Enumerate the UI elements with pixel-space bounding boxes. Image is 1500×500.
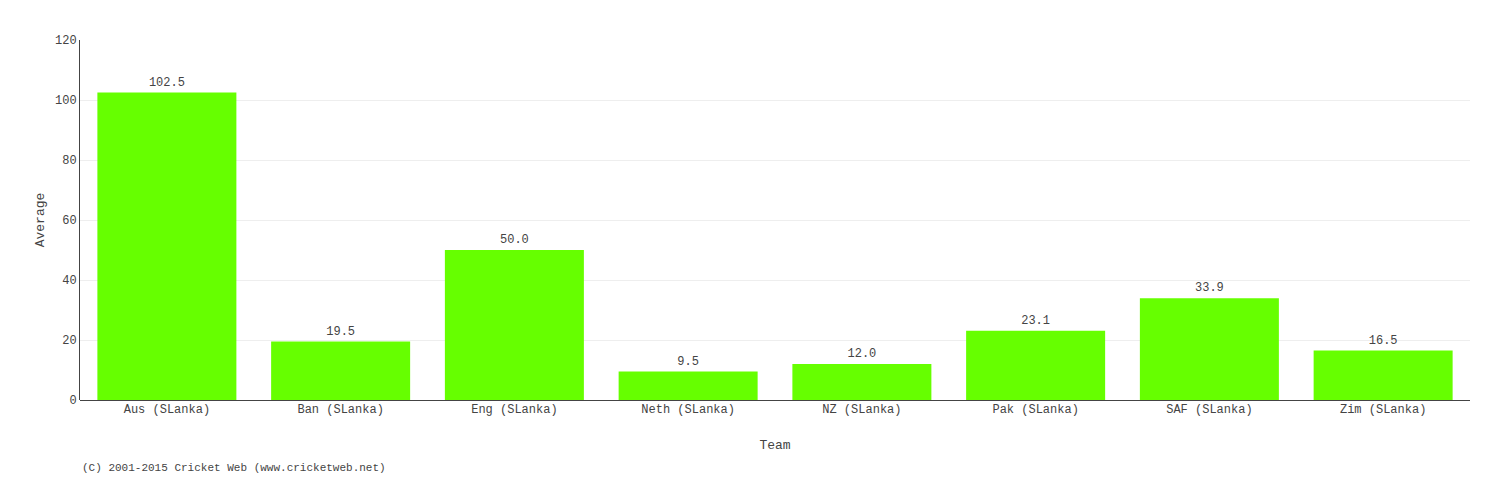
svg-text:20: 20 [62, 334, 76, 348]
svg-text:Pak (SLanka): Pak (SLanka) [992, 403, 1078, 417]
svg-text:33.9: 33.9 [1195, 281, 1224, 295]
svg-text:80: 80 [62, 154, 76, 168]
svg-text:Aus (SLanka): Aus (SLanka) [124, 403, 210, 417]
svg-text:Zim (SLanka): Zim (SLanka) [1340, 403, 1426, 417]
svg-text:102.5: 102.5 [149, 76, 185, 90]
svg-text:Eng (SLanka): Eng (SLanka) [471, 403, 557, 417]
svg-text:(C) 2001-2015 Cricket Web (www: (C) 2001-2015 Cricket Web (www.cricketwe… [82, 462, 386, 474]
svg-text:12.0: 12.0 [847, 347, 876, 361]
svg-text:60: 60 [62, 214, 76, 228]
svg-text:100: 100 [55, 94, 77, 108]
svg-text:Team: Team [759, 438, 790, 453]
svg-text:Ban (SLanka): Ban (SLanka) [297, 403, 383, 417]
svg-text:16.5: 16.5 [1369, 334, 1398, 348]
svg-text:40: 40 [62, 274, 76, 288]
svg-text:Neth (SLanka): Neth (SLanka) [641, 403, 735, 417]
svg-text:23.1: 23.1 [1021, 314, 1050, 328]
svg-text:120: 120 [55, 34, 77, 48]
svg-text:50.0: 50.0 [500, 233, 529, 247]
svg-text:0: 0 [69, 394, 76, 408]
svg-text:NZ (SLanka): NZ (SLanka) [822, 403, 901, 417]
svg-text:19.5: 19.5 [326, 325, 355, 339]
svg-text:SAF (SLanka): SAF (SLanka) [1166, 403, 1252, 417]
svg-text:Average: Average [33, 193, 48, 248]
svg-text:9.5: 9.5 [677, 355, 699, 369]
